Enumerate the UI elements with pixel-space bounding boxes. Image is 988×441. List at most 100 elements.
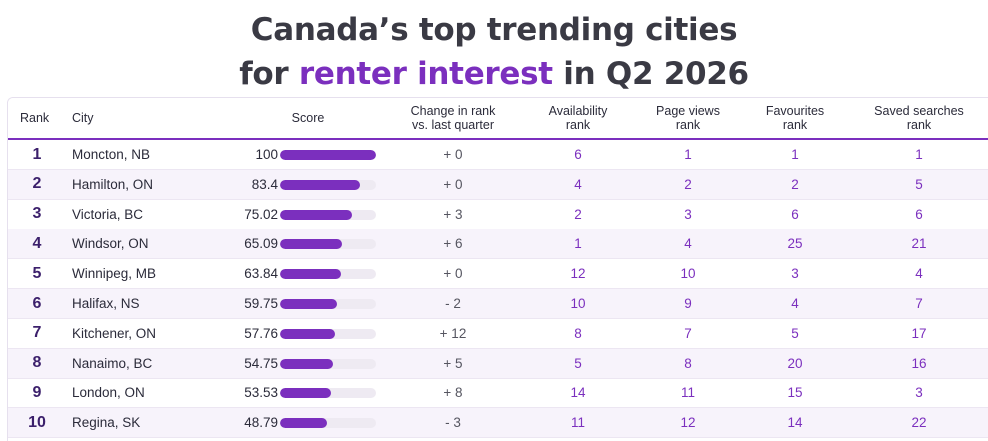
score-value: 75.02 [244,206,278,222]
score-value: 53.53 [244,385,278,401]
table-row: 1 Moncton, NB 100 + 0 6 1 1 1 [8,140,988,170]
score-value: 100 [255,147,278,162]
favourites-cell: 4 [791,296,799,311]
pageviews-cell: 8 [684,355,692,371]
header-favourites-line-2: rank [782,118,808,132]
ranking-table: Rank City Score Change in rank vs. last q… [7,97,988,441]
city-cell: Halifax, NS [72,296,140,311]
header-change-line-2: vs. last quarter [412,118,494,132]
availability-cell: 5 [574,355,582,371]
score-bar-track [280,239,376,250]
header-availability-line-1: Availability [548,104,608,118]
score-bar [280,209,353,220]
title-line-2: for renter interest in Q2 2026 [0,52,988,96]
availability-cell: 1 [574,236,582,252]
rank-cell: 6 [32,294,42,312]
header-rank: Rank [20,111,50,125]
saved-cell: 3 [915,385,923,401]
score-value: 63.84 [244,266,278,282]
score-bar [280,328,336,339]
header-change: Change in rank vs. last quarter [388,98,518,138]
header-pageviews: Page views rank [638,98,738,138]
rank-cell: 4 [32,234,42,252]
header-pageviews-line-2: rank [675,118,701,132]
change-cell: + 0 [443,147,463,162]
availability-cell: 2 [574,206,582,222]
pageviews-cell: 11 [680,385,695,401]
favourites-cell: 5 [791,325,799,341]
favourites-cell: 25 [787,236,803,252]
score-bar-track [280,299,376,309]
score-bar [280,179,361,190]
header-change-line-1: Change in rank [410,104,496,118]
favourites-cell: 14 [787,415,803,431]
favourites-cell: 6 [791,206,799,222]
table-row: 4 Windsor, ON 65.09 + 6 1 4 25 21 [8,229,988,260]
table-row: 10 Regina, SK 48.79 - 3 11 12 14 22 [8,408,988,439]
score-value: 57.76 [244,325,278,341]
pageviews-cell: 3 [684,206,692,222]
rank-cell: 3 [32,205,42,223]
availability-cell: 10 [570,296,586,311]
title-suffix: in Q2 2026 [552,56,749,92]
change-cell: + 0 [443,176,463,192]
score-bar-track [280,358,376,369]
availability-cell: 4 [574,176,582,192]
change-cell: + 12 [439,325,467,341]
saved-cell: 7 [915,296,923,311]
table-row: 9 London, ON 53.53 + 8 14 11 15 3 [8,378,988,409]
score-value: 65.09 [244,236,278,252]
saved-cell: 17 [911,325,927,341]
header-availability: Availability rank [528,98,628,138]
availability-cell: 12 [570,266,586,282]
availability-cell: 6 [574,147,582,162]
saved-cell: 22 [911,415,927,431]
score-value: 59.75 [244,296,278,311]
change-cell: + 8 [443,385,463,401]
saved-cell: 16 [911,355,927,371]
availability-cell: 11 [570,415,585,431]
saved-cell: 5 [915,176,923,192]
score-value: 83.4 [251,176,278,192]
table-row: 7 Kitchener, ON 57.76 + 12 8 7 5 17 [8,319,988,349]
availability-cell: 14 [570,385,586,401]
title-highlight: renter interest [298,56,553,92]
favourites-cell: 3 [791,266,799,282]
city-cell: Winnipeg, MB [72,266,157,282]
rank-cell: 8 [32,354,42,372]
city-cell: Kitchener, ON [72,325,157,341]
city-cell: London, ON [72,385,145,401]
header-pageviews-line-1: Page views [656,104,720,118]
table-row: 8 Nanaimo, BC 54.75 + 5 5 8 20 16 [8,348,988,379]
rank-cell: 10 [28,413,46,431]
score-bar [280,269,342,280]
change-cell: + 0 [443,266,463,282]
pageviews-cell: 2 [684,176,692,192]
city-cell: Nanaimo, BC [72,355,153,371]
pageviews-cell: 4 [684,236,692,252]
city-cell: Hamilton, ON [72,176,154,192]
header-city: City [72,111,94,125]
favourites-cell: 20 [787,355,803,371]
rank-cell: 2 [32,175,42,193]
table-row: 2 Hamilton, ON 83.4 + 0 4 2 2 5 [8,169,988,200]
header-availability-line-2: rank [565,118,591,132]
change-cell: + 3 [443,206,463,222]
pageviews-cell: 1 [684,147,692,162]
header-favourites: Favourites rank [745,98,845,138]
header-saved: Saved searches rank [854,98,984,138]
city-cell: Moncton, NB [72,147,151,162]
chart-title: Canada’s top trending cities for renter … [0,0,988,96]
score-bar [280,299,338,309]
title-line-1: Canada’s top trending cities [250,12,738,48]
header-saved-line-2: rank [906,118,932,132]
score-bar-track [280,418,376,429]
pageviews-cell: 10 [680,266,696,282]
table-row: 5 Winnipeg, MB 63.84 + 0 12 10 3 4 [8,259,988,290]
saved-cell: 21 [911,236,927,252]
saved-cell: 6 [915,206,923,222]
score-bar [280,358,333,369]
rank-cell: 7 [32,324,42,342]
table-row: 3 Victoria, BC 75.02 + 3 2 3 6 6 [8,200,988,230]
change-cell: - 3 [445,415,461,431]
